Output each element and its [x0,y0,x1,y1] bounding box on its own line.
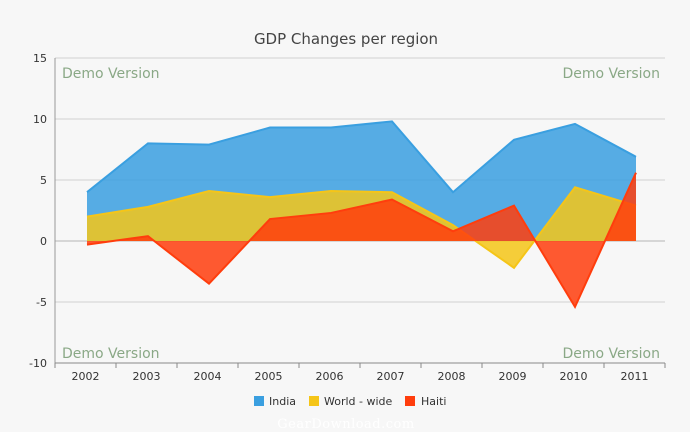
area-line-india [86,120,637,194]
series-areas [86,120,637,310]
y-tick-label: 10 [33,113,47,126]
y-tick-label: 5 [40,174,47,187]
credit-watermark: GearDownload.com [277,417,414,432]
y-tick-label: -10 [29,357,47,370]
x-tick-label: 2011 [621,370,649,383]
legend-item-world-wide[interactable]: World - wide [309,395,393,408]
series-haiti [86,172,637,310]
legend-swatch-india [254,396,264,406]
x-tick-label: 2006 [316,370,344,383]
area-line-world-wide [86,186,637,270]
legend-item-india[interactable]: India [254,395,296,408]
legend-label-india: India [269,395,296,408]
legend-label-world-wide: World - wide [324,395,393,408]
area-fill-haiti [87,172,636,307]
x-tick-label: 2007 [377,370,405,383]
chart-title: GDP Changes per region [254,30,438,48]
y-tick-label: 15 [33,52,47,65]
area-line-haiti [86,172,637,310]
y-tick-label: -5 [36,296,47,309]
legend: India World - wide Haiti [254,395,446,408]
legend-swatch-haiti [405,396,415,406]
legend-swatch-world-wide [309,396,319,406]
x-tick-label: 2003 [133,370,161,383]
watermark-bottom-left: Demo Version [62,346,160,362]
legend-label-haiti: Haiti [421,395,446,408]
x-axis-ticks: 2002 2003 2004 2005 2006 2007 2008 2009 … [72,370,649,383]
demo-watermarks: Demo Version Demo Version Demo Version D… [62,66,660,362]
x-tick-label: 2004 [194,370,222,383]
y-tick-label: 0 [40,235,47,248]
x-tick-label: 2009 [499,370,527,383]
legend-item-haiti[interactable]: Haiti [405,395,446,408]
x-tick-label: 2008 [438,370,466,383]
watermark-bottom-right: Demo Version [562,346,660,362]
axes [54,58,666,368]
watermark-top-right: Demo Version [562,66,660,82]
x-tick-label: 2005 [255,370,283,383]
x-tick-label: 2010 [560,370,588,383]
watermark-top-left: Demo Version [62,66,160,82]
x-tick-label: 2002 [72,370,100,383]
y-axis-ticks: 15 10 5 0 -5 -10 [29,52,47,370]
